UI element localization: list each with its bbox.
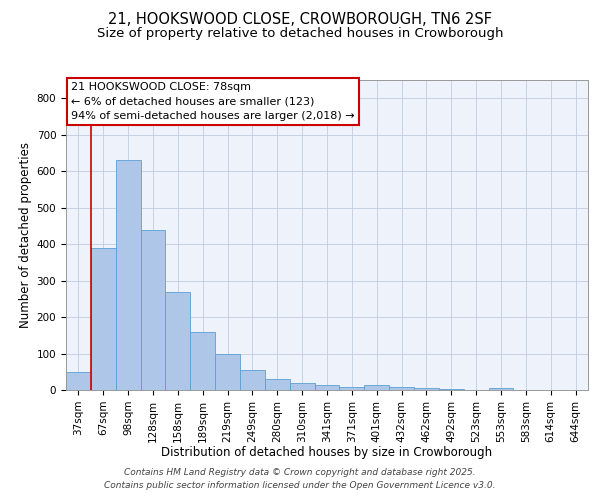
Bar: [140, 230, 166, 390]
Bar: [66, 372, 91, 390]
Bar: [314, 384, 340, 390]
Bar: [166, 292, 190, 390]
Bar: [240, 370, 265, 390]
X-axis label: Distribution of detached houses by size in Crowborough: Distribution of detached houses by size …: [161, 446, 493, 459]
Bar: [290, 384, 314, 390]
Y-axis label: Number of detached properties: Number of detached properties: [19, 142, 32, 328]
Text: Contains public sector information licensed under the Open Government Licence v3: Contains public sector information licen…: [104, 480, 496, 490]
Text: Contains HM Land Registry data © Crown copyright and database right 2025.: Contains HM Land Registry data © Crown c…: [124, 468, 476, 477]
Bar: [265, 379, 290, 390]
Bar: [340, 388, 364, 390]
Bar: [488, 388, 514, 390]
Bar: [364, 385, 389, 390]
Bar: [190, 332, 215, 390]
Text: Size of property relative to detached houses in Crowborough: Size of property relative to detached ho…: [97, 28, 503, 40]
Bar: [116, 160, 140, 390]
Bar: [389, 388, 414, 390]
Text: 21, HOOKSWOOD CLOSE, CROWBOROUGH, TN6 2SF: 21, HOOKSWOOD CLOSE, CROWBOROUGH, TN6 2S…: [108, 12, 492, 28]
Bar: [215, 354, 240, 390]
Text: 21 HOOKSWOOD CLOSE: 78sqm
← 6% of detached houses are smaller (123)
94% of semi-: 21 HOOKSWOOD CLOSE: 78sqm ← 6% of detach…: [71, 82, 355, 121]
Bar: [91, 248, 116, 390]
Bar: [414, 388, 439, 390]
